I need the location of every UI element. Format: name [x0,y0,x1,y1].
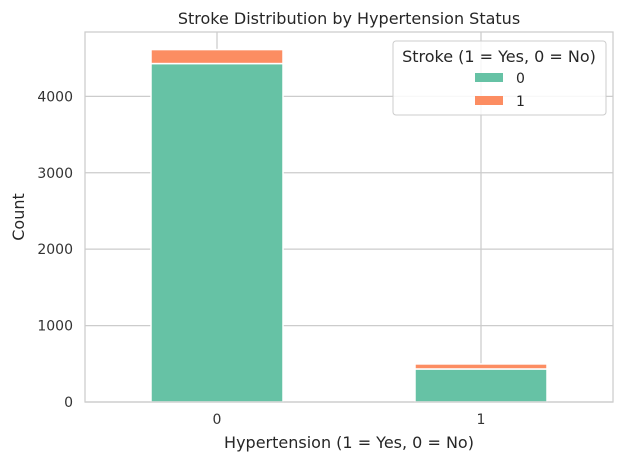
legend-title: Stroke (1 = Yes, 0 = No) [402,47,596,66]
bar-hypertension-0-stroke-0 [150,62,284,403]
chart-title: Stroke Distribution by Hypertension Stat… [178,9,520,28]
bar-hypertension-0-stroke-1 [150,48,284,65]
y-tick-label: 2000 [37,242,73,258]
legend-swatch-stroke-0 [475,73,503,82]
y-tick-labels: 0 1000 2000 3000 4000 [37,89,73,411]
y-tick-label: 3000 [37,166,73,182]
y-axis-title: Count [9,193,28,241]
bar-hypertension-1-stroke-0 [414,368,548,403]
x-axis-title: Hypertension (1 = Yes, 0 = No) [224,433,474,452]
y-tick-label: 4000 [37,89,73,105]
legend-swatch-stroke-1 [475,96,503,105]
y-tick-label: 1000 [37,319,73,335]
x-tick-label: 1 [477,412,486,428]
legend-label-stroke-0: 0 [516,71,525,87]
y-tick-label: 0 [64,395,73,411]
plot-frame [84,31,614,403]
legend-label-stroke-1: 1 [516,94,525,110]
x-tick-label: 0 [213,412,222,428]
bar-hypertension-1-stroke-1 [414,363,548,370]
legend: Stroke (1 = Yes, 0 = No) 0 1 [392,40,607,116]
bars [150,48,548,403]
